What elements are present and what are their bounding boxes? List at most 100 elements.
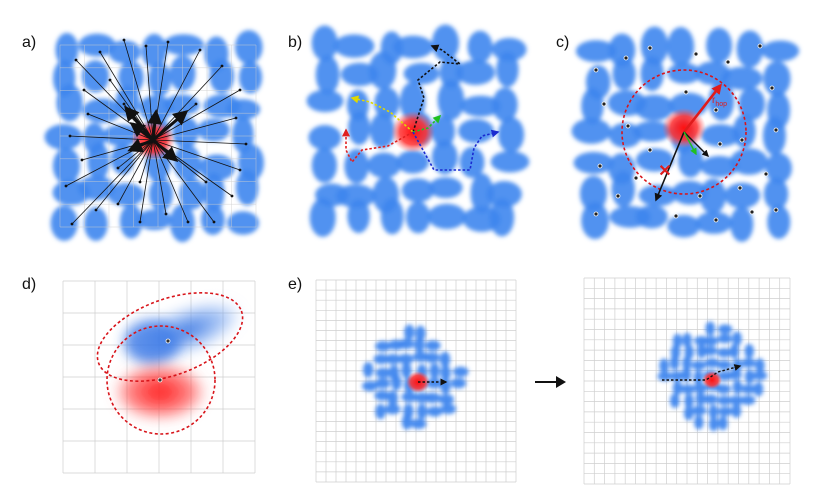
cell-boundary-ellipse xyxy=(96,292,244,382)
force-ray xyxy=(152,65,223,141)
cell xyxy=(50,205,78,241)
force-ray xyxy=(71,139,154,225)
cell-center-dot xyxy=(739,137,745,143)
panel-a-label: a) xyxy=(22,34,36,51)
cell xyxy=(440,378,451,394)
cell xyxy=(612,57,636,91)
cell xyxy=(731,403,742,418)
cell-center-dot xyxy=(769,85,775,91)
cell xyxy=(727,370,742,380)
cell xyxy=(311,147,338,183)
cell xyxy=(765,152,792,184)
cell xyxy=(374,390,391,401)
panel-c: rhop ✕ xyxy=(571,26,800,242)
cell xyxy=(581,87,604,125)
cell xyxy=(404,324,415,341)
cell-center-dot xyxy=(86,112,90,116)
cell xyxy=(699,178,726,214)
cell-center-dot xyxy=(683,89,689,95)
cell xyxy=(670,344,681,360)
cell-center-dot xyxy=(198,48,202,52)
force-ray xyxy=(117,139,154,169)
cell xyxy=(744,369,755,384)
cell-center-dot xyxy=(593,67,599,73)
cell-center-dot xyxy=(138,220,142,224)
cell xyxy=(308,125,342,151)
rejected-hop-arrow xyxy=(654,131,685,202)
cell-center-dot xyxy=(74,58,78,62)
cell xyxy=(730,206,754,242)
cell xyxy=(141,33,167,69)
cell xyxy=(730,148,768,175)
cell xyxy=(740,395,756,405)
cell xyxy=(396,150,429,174)
cell xyxy=(82,98,122,123)
force-ray xyxy=(152,139,247,145)
cell-center-dot xyxy=(725,59,731,65)
cell xyxy=(452,366,469,377)
cell xyxy=(149,177,173,212)
cell xyxy=(401,362,412,379)
cell xyxy=(239,61,263,94)
cell xyxy=(335,184,376,208)
cell xyxy=(573,151,614,174)
cell xyxy=(732,379,743,395)
cell-center-dot xyxy=(166,40,170,44)
cell xyxy=(717,360,732,370)
cell xyxy=(348,110,371,145)
cell xyxy=(199,154,235,181)
cell xyxy=(398,338,415,350)
cell xyxy=(375,341,391,352)
cell-center-dot xyxy=(138,180,142,184)
cell xyxy=(704,358,720,368)
cell xyxy=(315,55,340,95)
cell-center-dot xyxy=(773,207,779,213)
cell xyxy=(309,198,336,237)
cell-center-dot xyxy=(713,107,719,113)
cell xyxy=(708,404,719,419)
cell xyxy=(763,177,789,210)
cell-center-dot xyxy=(64,184,68,188)
cell xyxy=(700,155,739,178)
cell xyxy=(667,26,695,67)
cell-centers-c xyxy=(593,43,779,223)
cell xyxy=(736,30,764,68)
cell xyxy=(581,202,609,240)
cell xyxy=(374,378,391,389)
reject-cross-icon: ✕ xyxy=(658,163,671,180)
cell xyxy=(718,415,728,431)
cell-center-dot xyxy=(623,55,629,61)
cell-center-dot xyxy=(122,38,126,42)
cell xyxy=(197,118,230,142)
cell xyxy=(705,27,733,64)
cell-center-dot xyxy=(763,171,769,177)
cell xyxy=(684,393,694,409)
cell-center-dot xyxy=(70,222,74,226)
cell xyxy=(415,325,426,342)
cell xyxy=(87,142,110,181)
cell xyxy=(633,120,672,142)
cell xyxy=(363,362,374,378)
cell xyxy=(684,344,694,360)
cell xyxy=(496,51,519,88)
cell xyxy=(695,391,706,406)
cell xyxy=(635,204,668,229)
cell xyxy=(696,343,707,359)
cell xyxy=(431,140,458,175)
cell xyxy=(333,34,375,58)
cell xyxy=(708,416,719,432)
cell xyxy=(209,59,235,94)
cell-center-dot xyxy=(717,141,723,147)
cell xyxy=(669,371,685,381)
cell-center-dot xyxy=(647,45,653,51)
cell-center-dot xyxy=(244,142,248,146)
cell xyxy=(458,118,495,144)
cell xyxy=(56,83,83,122)
cell xyxy=(640,26,669,66)
cell xyxy=(762,116,786,156)
cell xyxy=(401,391,418,403)
hop-radius-circle xyxy=(621,69,747,195)
cell xyxy=(428,177,463,199)
strong-force-arrow xyxy=(152,110,189,142)
